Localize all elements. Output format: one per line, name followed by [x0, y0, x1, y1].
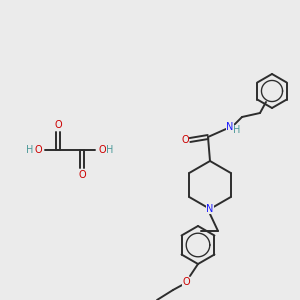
Text: O: O [181, 135, 189, 145]
Text: H: H [26, 145, 34, 155]
Text: O: O [54, 120, 62, 130]
Text: O: O [34, 145, 42, 155]
Text: N: N [206, 204, 214, 214]
Text: H: H [233, 125, 241, 135]
Text: O: O [98, 145, 106, 155]
Text: O: O [78, 170, 86, 180]
Text: O: O [182, 277, 190, 287]
Text: H: H [106, 145, 114, 155]
Text: N: N [226, 122, 234, 132]
